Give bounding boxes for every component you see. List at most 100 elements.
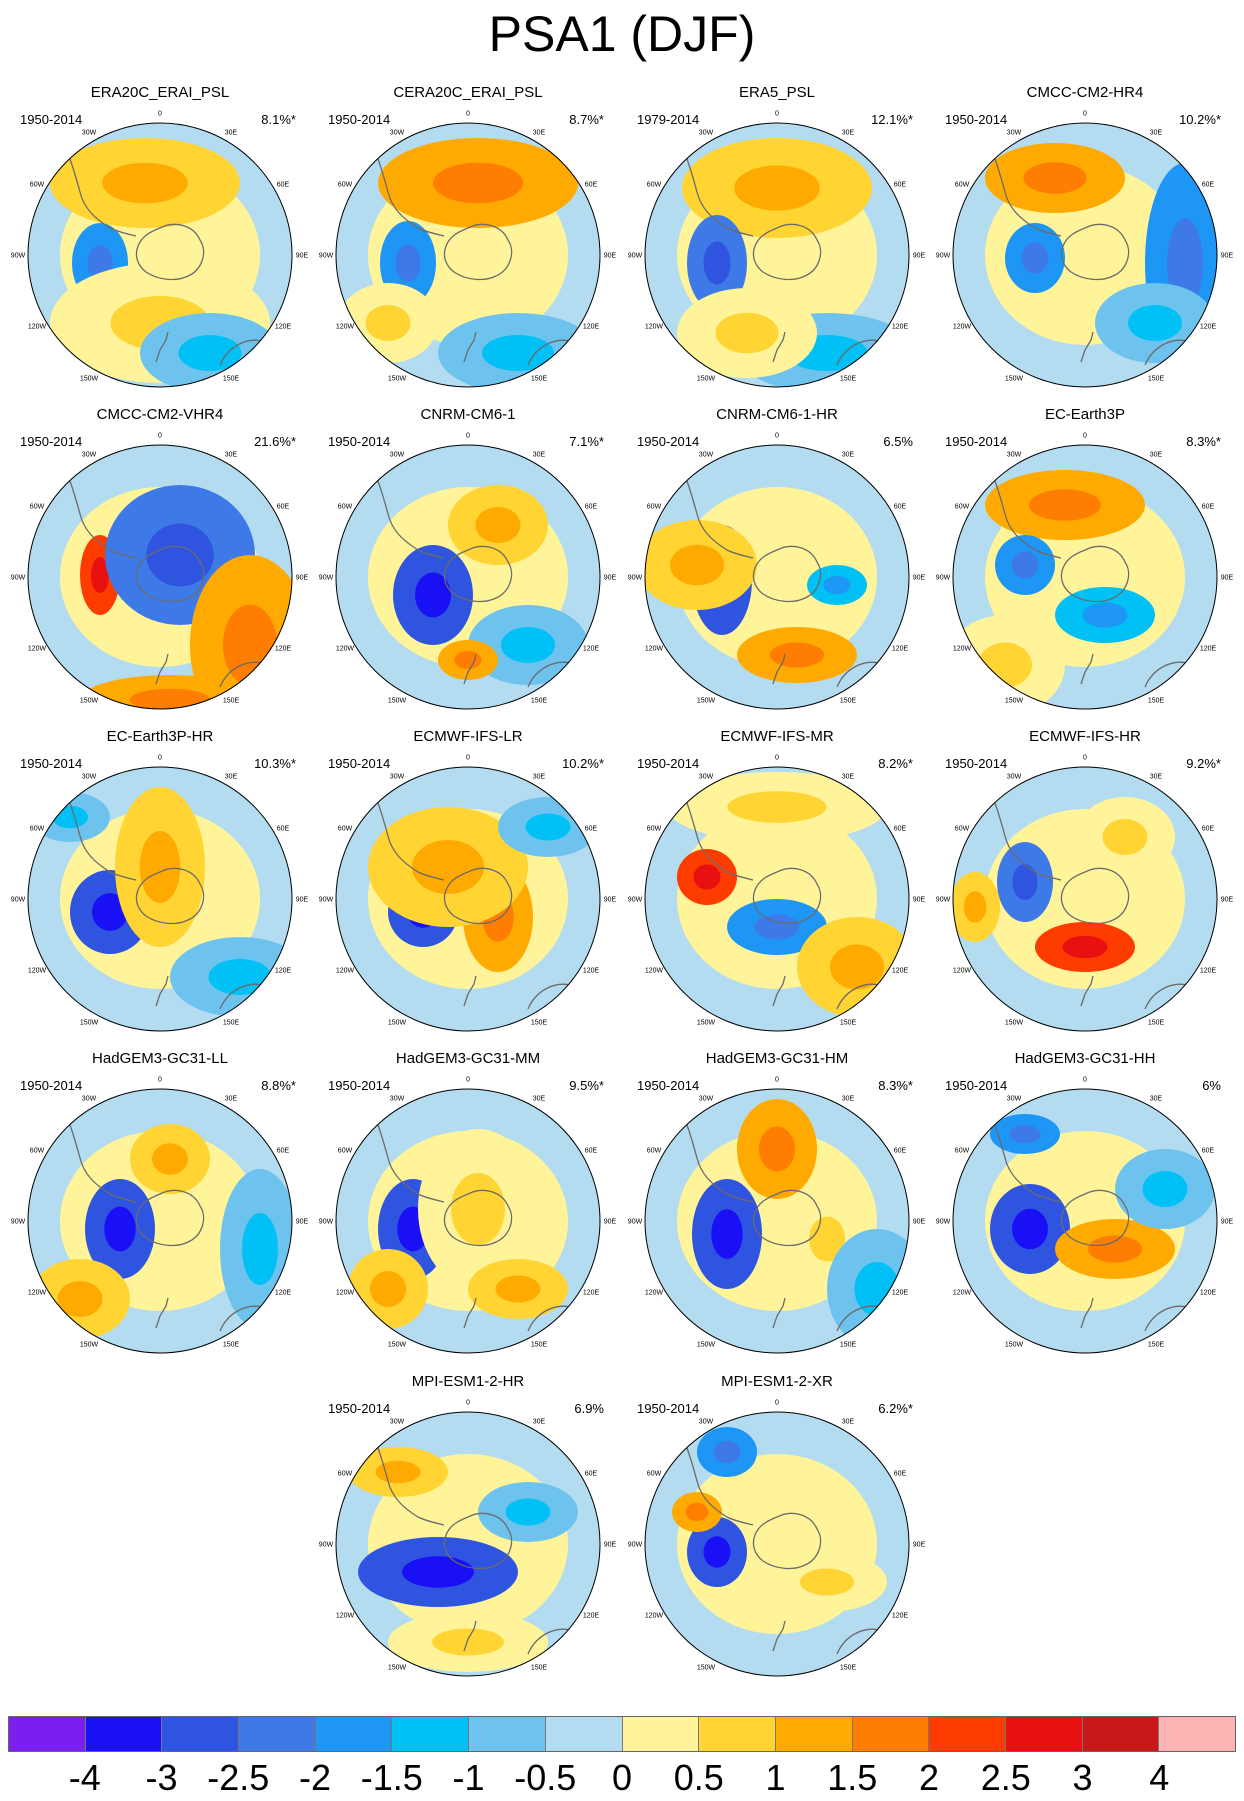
colorbar-swatch [775, 1717, 853, 1751]
colorbar-tick-label: 2 [918, 1757, 940, 1798]
lon-label: 90W [628, 253, 643, 260]
lon-label: 120E [892, 968, 909, 975]
anomaly-core [395, 244, 421, 282]
lon-label: 0 [466, 755, 470, 762]
lon-label: 150W [80, 1020, 99, 1027]
map-panel: ERA5_PSL 1979-2014 12.1%* 0 30E 60E 90E 120E 150… [627, 84, 927, 389]
colorbar-tick-label: 1 [765, 1757, 786, 1798]
lon-label: 60E [894, 1471, 907, 1478]
new-zealand-coastline [772, 331, 786, 363]
panel-variance-pct: 21.6%* [254, 434, 296, 449]
lon-label: 120E [275, 1290, 292, 1297]
lon-label: 150E [223, 1342, 240, 1349]
colorbar-swatch [162, 1717, 240, 1751]
colorbar-swatch [699, 1717, 776, 1751]
lon-label: 120E [583, 646, 600, 653]
antarctica-coastline [443, 867, 513, 925]
lon-label: 60W [955, 182, 970, 189]
lon-label: 0 [1083, 111, 1087, 118]
lon-label: 0 [1083, 1077, 1087, 1084]
panel-title: EC-Earth3P-HR [106, 728, 214, 745]
lon-label: 30W [1007, 1096, 1022, 1103]
panel-variance-pct: 9.2%* [1186, 756, 1221, 771]
colorbar-tick-label: -0.5 [514, 1757, 577, 1798]
polar-map: 030E60E90E120E150E180150W120W90W60W30W [11, 111, 309, 388]
new-zealand-coastline [1080, 331, 1094, 363]
polar-map: 030E60E90E120E150E180150W120W90W60W30W [628, 1400, 926, 1677]
lon-label: 0 [775, 433, 779, 440]
lon-label: 150W [697, 376, 716, 383]
lon-label: 60W [955, 504, 970, 511]
lon-label: 120E [1200, 1290, 1217, 1297]
lon-label: 0 [466, 1077, 470, 1084]
anomaly-core [432, 1628, 504, 1656]
new-zealand-coastline [155, 331, 169, 363]
lon-label: 150E [840, 1665, 857, 1672]
panel-variance-pct: 8.2%* [878, 756, 913, 771]
new-zealand-coastline [772, 975, 786, 1007]
panel-variance-pct: 8.1%* [261, 112, 296, 127]
lon-label: 0 [466, 1400, 470, 1407]
lon-label: 60E [1202, 1148, 1215, 1155]
lon-label: 90E [296, 253, 309, 260]
anomaly-core [963, 891, 987, 923]
map-border [952, 766, 1218, 1032]
map-border [27, 766, 293, 1032]
lon-label: 150W [697, 698, 716, 705]
antarctica-coastline [752, 223, 822, 281]
panel-period: 1950-2014 [637, 434, 700, 449]
anomaly-core [1012, 1208, 1048, 1250]
colorbar-swatch [1082, 1717, 1160, 1751]
anomaly-core [525, 813, 571, 841]
lon-label: 60W [30, 504, 45, 511]
panel-variance-pct: 6.9% [574, 1401, 604, 1416]
lon-label: 120W [28, 1290, 47, 1297]
new-zealand-coastline [1080, 653, 1094, 685]
anomaly-core [104, 1206, 136, 1252]
colorbar-swatch [852, 1717, 930, 1751]
panel-variance-pct: 8.3%* [1186, 434, 1221, 449]
lon-label: 30W [699, 1096, 714, 1103]
lon-label: 30W [82, 130, 97, 137]
panel-title: CERA20C_ERAI_PSL [393, 84, 543, 101]
colorbar-tick-label: -1 [452, 1757, 485, 1798]
lon-label: 30E [1150, 1096, 1163, 1103]
panel-period: 1979-2014 [637, 112, 700, 127]
page-title: PSA1 (DJF) [488, 6, 756, 62]
panel-period: 1950-2014 [20, 756, 83, 771]
lon-label: 60W [30, 182, 45, 189]
lon-label: 90W [628, 1542, 643, 1549]
new-zealand-coastline [1080, 975, 1094, 1007]
anomaly-core [727, 791, 827, 823]
anomaly-core [102, 162, 188, 204]
map-border [335, 444, 601, 710]
panel-title: ECMWF-IFS-HR [1029, 728, 1141, 745]
panel-variance-pct: 10.3%* [254, 756, 296, 771]
lon-label: 30E [533, 774, 546, 781]
colorbar-swatch [1159, 1717, 1235, 1751]
lon-label: 60W [338, 1148, 353, 1155]
lon-label: 150W [697, 1665, 716, 1672]
polar-map: 030E60E90E120E150E180150W120W90W60W30W [628, 755, 926, 1032]
panel-period: 1950-2014 [20, 1078, 83, 1093]
lon-label: 90E [913, 1542, 926, 1549]
lon-label: 90W [628, 1219, 643, 1226]
anomaly-core [370, 1271, 406, 1307]
panel-title: CNRM-CM6-1-HR [716, 406, 838, 423]
new-zealand-coastline [463, 653, 477, 685]
lon-label: 90W [319, 1542, 334, 1549]
panel-period: 1950-2014 [20, 434, 83, 449]
antarctica-coastline [1060, 867, 1130, 925]
lon-label: 30E [842, 774, 855, 781]
antarctica-coastline [443, 223, 513, 281]
antarctica-coastline [1060, 1189, 1130, 1247]
lon-label: 30W [390, 1419, 405, 1426]
antarctica-coastline [752, 1189, 822, 1247]
lon-label: 30W [82, 1096, 97, 1103]
lon-label: 90W [11, 1219, 26, 1226]
lon-label: 120E [892, 1613, 909, 1620]
polar-map: 030E60E90E120E150E180150W120W90W60W30W [936, 111, 1234, 388]
lon-label: 30E [533, 130, 546, 137]
lon-label: 150E [531, 1342, 548, 1349]
panel-title: HadGEM3-GC31-LL [92, 1050, 228, 1067]
